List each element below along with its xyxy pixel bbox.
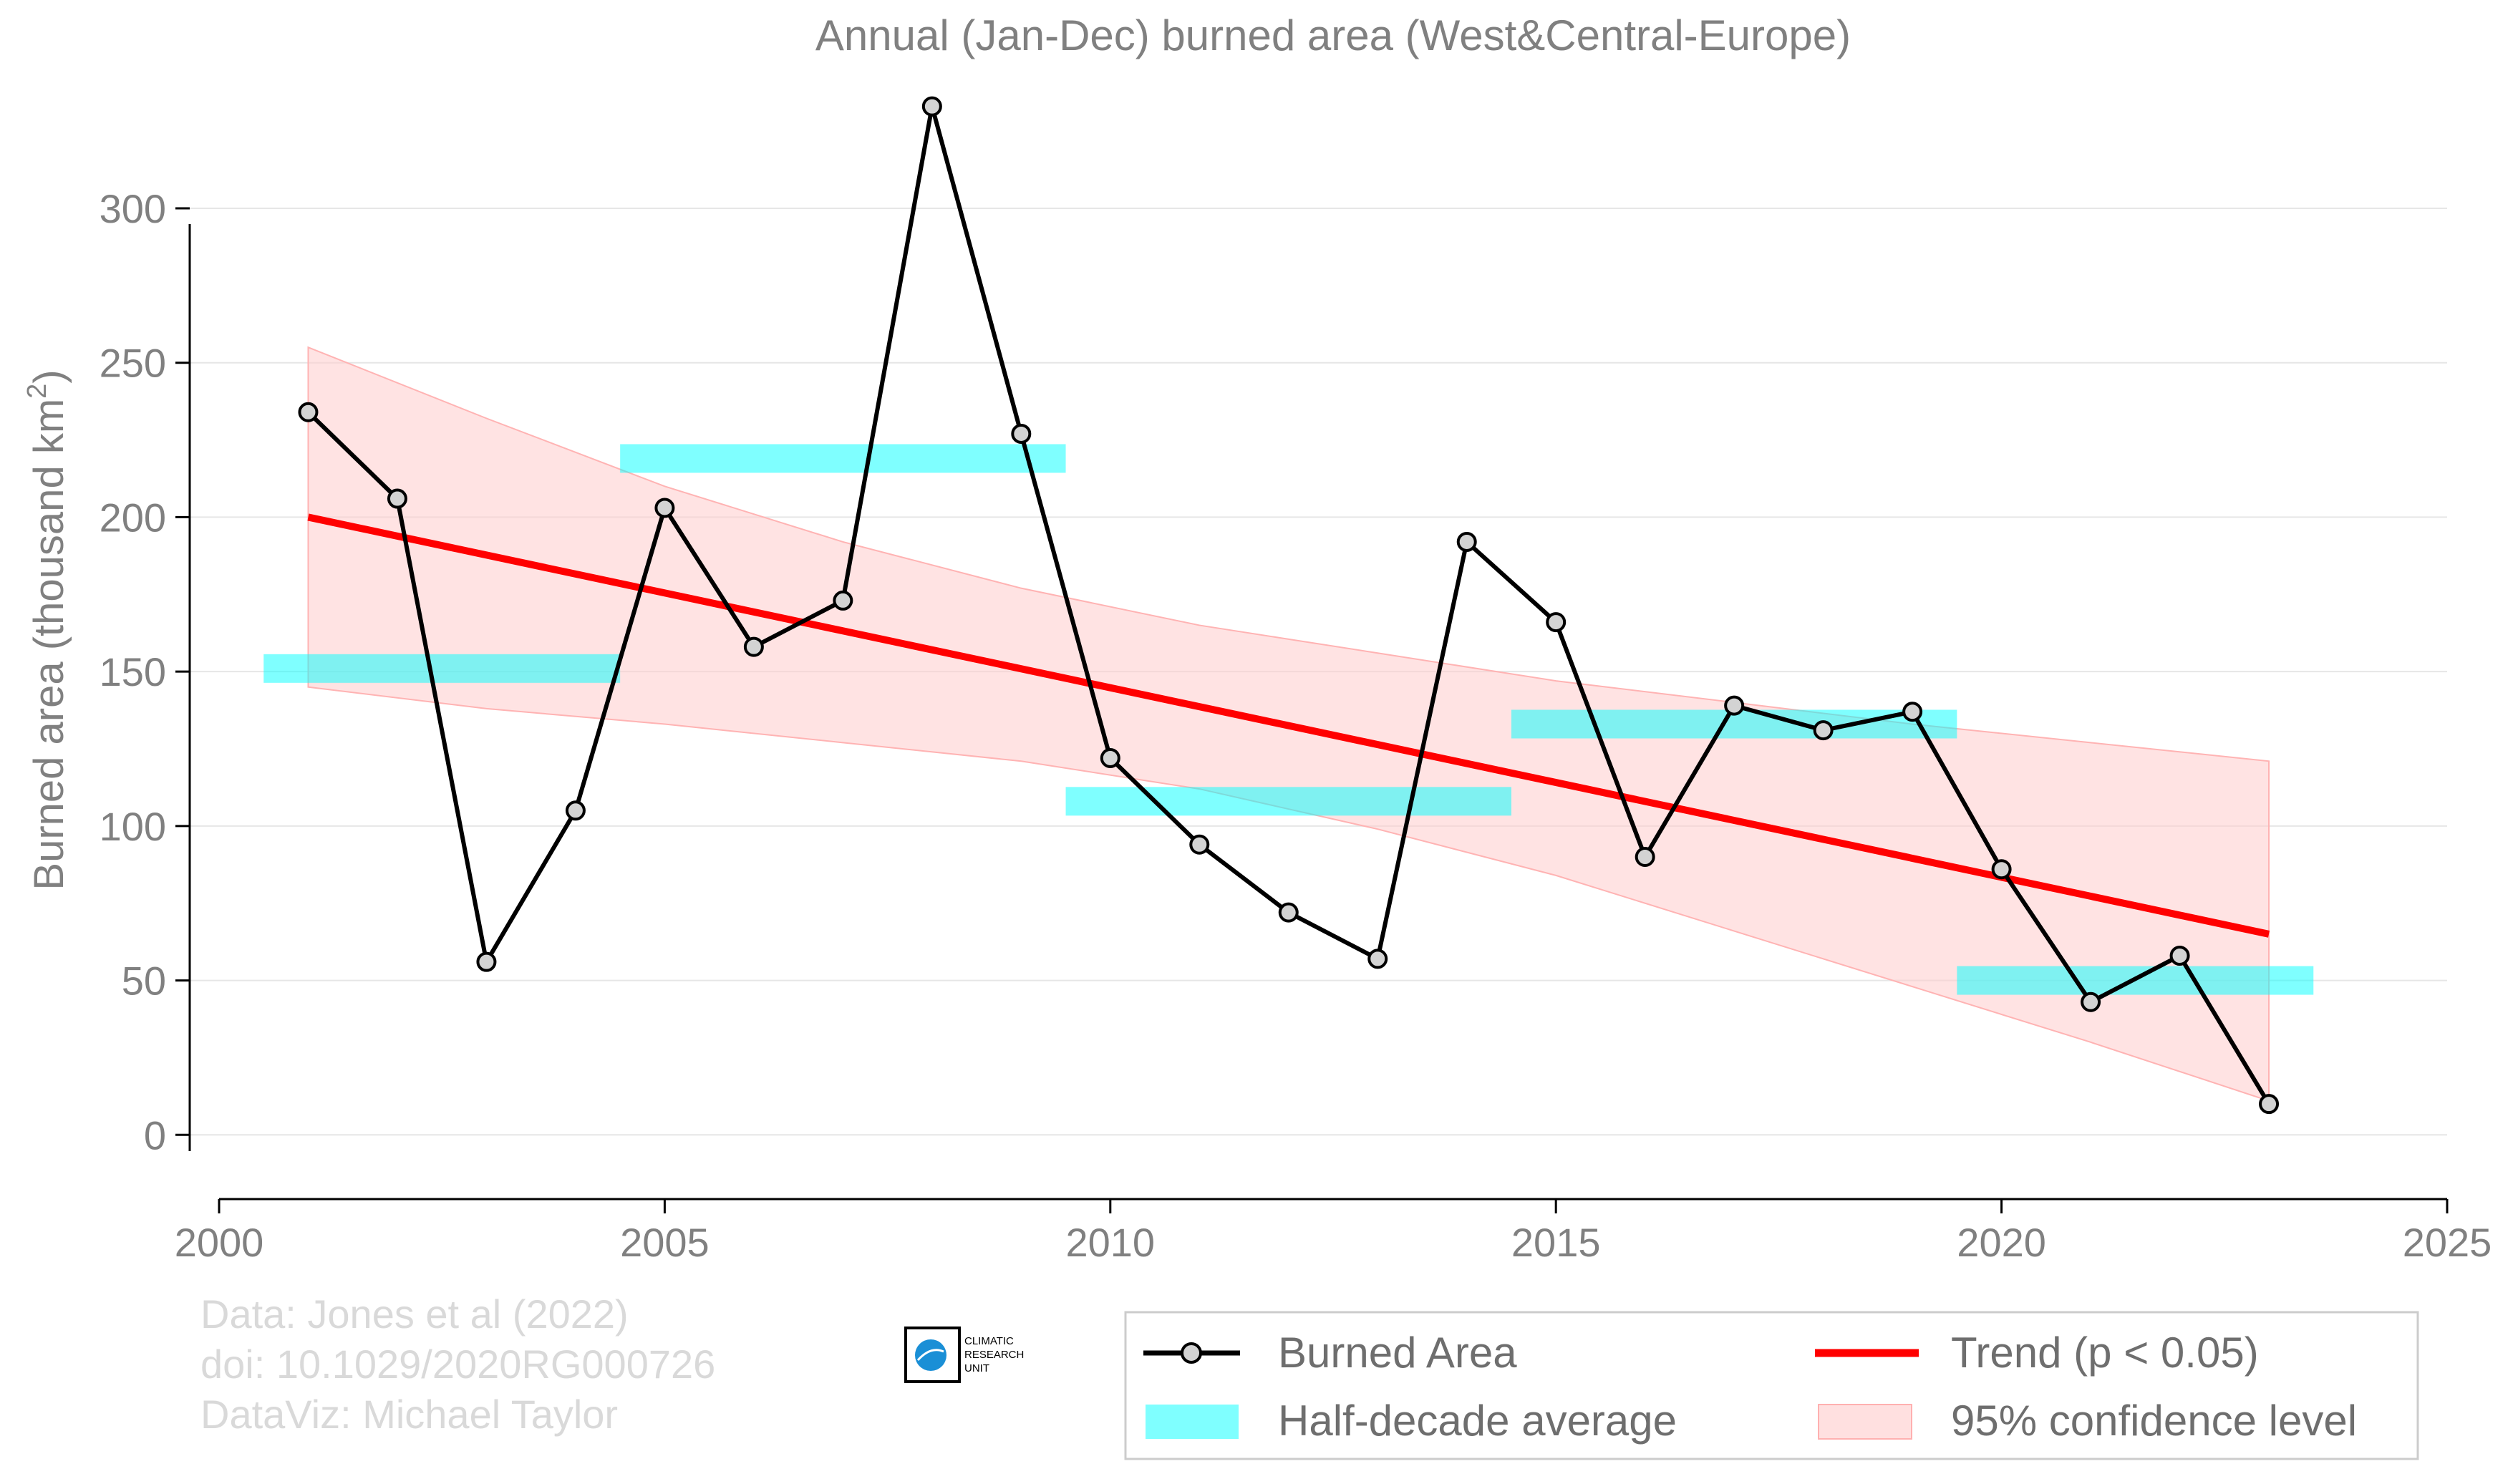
y-axis-label: Burned area (thousand km2) (22, 369, 72, 890)
burned-area-point-2023 (2259, 1094, 2280, 1115)
burned-area-point-2004 (565, 800, 586, 821)
chart-title: Annual (Jan-Dec) burned area (West&Centr… (815, 11, 1851, 59)
burned-area-point-2011 (1189, 834, 1210, 855)
burned-area-point-2018 (1813, 720, 1834, 741)
burned-area-point-2017 (1724, 695, 1745, 716)
x-tick-label-2010: 2010 (1066, 1220, 1156, 1265)
legend-half-decade-patch (1146, 1405, 1239, 1439)
cru-swirl-icon (916, 1349, 944, 1362)
burned-area-point-2007 (833, 590, 853, 611)
burned-area-point-2010 (1100, 747, 1120, 768)
axes (188, 224, 2447, 1201)
y-tick-label-200: 200 (100, 495, 166, 540)
y-axis-label-superscript: 2 (22, 384, 52, 399)
burned-area-point-2009 (1011, 423, 1032, 444)
legend-frame (1124, 1311, 2419, 1460)
legend: Burned Area Trend (p < 0.05) Half-decade… (1124, 1311, 2419, 1460)
cru-logo: CLIMATIC RESEARCH UNIT (904, 1327, 1024, 1383)
credit-line-2: doi: 10.1029/2020RG000726 (200, 1342, 715, 1387)
burned-area-point-2005 (654, 498, 675, 518)
y-axis-label-close: ) (26, 369, 72, 383)
y-tick-label-250: 250 (100, 341, 166, 386)
legend-trend-label: Trend (p < 0.05) (1951, 1329, 2259, 1377)
burned-area-point-2020 (1991, 859, 2012, 880)
credit-line-1: Data: Jones et al (2022) (200, 1291, 629, 1337)
burned-area-point-2012 (1278, 902, 1299, 923)
cru-logo-line-3: UNIT (964, 1362, 989, 1374)
credits: Data: Jones et al (2022) doi: 10.1029/20… (200, 1291, 715, 1437)
burned-area-point-2002 (387, 488, 407, 509)
burned-area-point-2006 (743, 636, 764, 657)
y-tick-label-300: 300 (100, 186, 166, 231)
cru-logo-line-2: RESEARCH (964, 1349, 1024, 1361)
x-tick-label-2020: 2020 (1957, 1220, 2046, 1265)
burned-area-point-2021 (2081, 991, 2101, 1012)
burned-area-point-2008 (921, 96, 942, 117)
x-ticks: 2000 2005 2010 2015 2020 2025 (175, 1199, 2492, 1265)
half-decade-bar-2 (1065, 787, 1511, 816)
burned-area-point-2019 (1902, 702, 1923, 722)
y-tick-label-0: 0 (144, 1112, 166, 1158)
x-tick-label-2000: 2000 (175, 1220, 264, 1265)
half-decade-bar-0 (263, 654, 621, 683)
cru-globe-icon (915, 1339, 946, 1371)
burned-area-point-2003 (476, 951, 497, 972)
trend-line (307, 513, 2270, 938)
burned-area-point-2013 (1367, 949, 1388, 969)
trend-line-group (307, 513, 2270, 938)
burned-area-point-2015 (1546, 612, 1567, 633)
y-tick-label-100: 100 (100, 804, 166, 849)
x-tick-label-2005: 2005 (620, 1220, 710, 1265)
half-decade-bars (263, 444, 2314, 995)
credit-line-3: DataViz: Michael Taylor (200, 1392, 618, 1437)
y-ticks: 0 50 100 150 200 250 300 (100, 186, 190, 1158)
legend-confidence-label: 95% confidence level (1951, 1397, 2357, 1445)
burned-area-point-2016 (1635, 847, 1655, 867)
legend-burned-area-marker (1181, 1342, 1202, 1364)
half-decade-bar-1 (620, 444, 1066, 473)
burned-area-point-2014 (1456, 531, 1477, 552)
x-tick-label-2025: 2025 (2403, 1220, 2492, 1265)
legend-confidence-patch (1818, 1404, 1912, 1440)
y-tick-label-150: 150 (100, 649, 166, 694)
y-tick-label-50: 50 (122, 959, 166, 1004)
burned-area-point-2022 (2169, 946, 2190, 966)
cru-logo-line-1: CLIMATIC (964, 1335, 1014, 1347)
legend-half-decade-label: Half-decade average (1278, 1397, 1677, 1445)
legend-burned-area-label: Burned Area (1278, 1329, 1517, 1377)
burned-area-series (298, 96, 2280, 1115)
burned-area-point-2001 (298, 402, 319, 422)
x-tick-label-2015: 2015 (1511, 1220, 1601, 1265)
